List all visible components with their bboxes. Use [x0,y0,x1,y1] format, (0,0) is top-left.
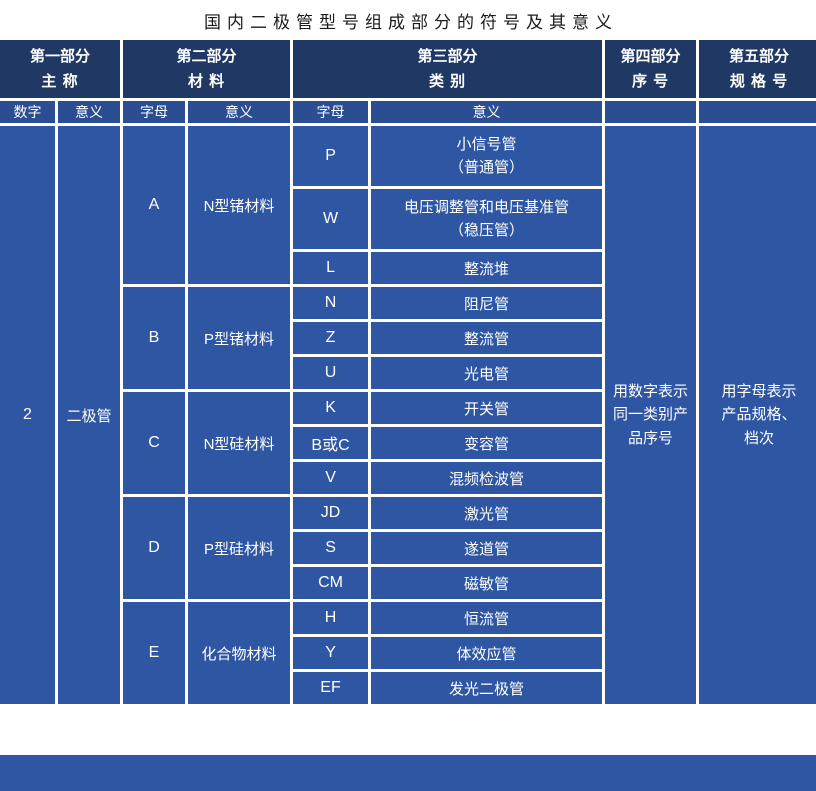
part2-group-header: 第二部分 材 料 [120,40,294,101]
material-letter-cell: E [120,599,189,707]
category-letter-cell: B或C [290,424,372,462]
subheader-number: 数字 [0,98,58,126]
table-row: E 化合物材料 H 恒流管 [0,599,816,707]
category-meaning-cell: 整流堆 [368,249,606,287]
category-letter-cell: S [290,529,372,567]
category-meaning-cell: 体效应管 [368,634,606,672]
part2-title: 第二部分 [176,47,237,65]
part4-subtitle: 序 号 [631,73,670,90]
category-meaning-cell: 开关管 [368,389,606,427]
category-letter-cell: P [290,123,372,189]
part1-title: 第一部分 [30,47,91,65]
material-meaning-cell: P型锗材料 [185,284,294,392]
category-meaning-cell: 发光二极管 [368,669,606,707]
category-meaning-cell: 激光管 [368,494,606,532]
subheader-meaning-3: 意义 [368,98,606,126]
table-row: Z 整流管 [0,319,816,357]
category-letter-cell: H [290,599,372,637]
table-row: C N型硅材料 K 开关管 [0,389,816,497]
part1-subtitle: 主 称 [41,73,79,90]
group-header-row: 第一部分 主 称 第二部分 材 料 第三部分 类 别 第四部分 序 号 第五部分 [0,40,816,101]
material-letter-cell: A [120,123,189,287]
category-meaning-cell: 电压调整管和电压基准管 （稳压管） [368,186,606,252]
subheader-meaning-1: 意义 [54,98,124,126]
table-row: Y 体效应管 [0,634,816,672]
category-letter-cell: V [290,459,372,497]
material-meaning-cell: N型硅材料 [185,389,294,497]
page-title: 国内二极管型号组成部分的符号及其意义 [204,12,618,32]
category-meaning-cell: 小信号管 （普通管） [368,123,606,189]
part5-title: 第五部分 [729,47,790,65]
footer-bar [0,755,816,791]
category-meaning-cell: 混频检波管 [368,459,606,497]
part5-group-header: 第五部分 规 格 号 [696,40,816,101]
category-meaning-cell: 磁敏管 [368,564,606,602]
table-row: D P型硅材料 JD 激光管 [0,494,816,602]
category-letter-cell: K [290,389,372,427]
diode-code-table: 第一部分 主 称 第二部分 材 料 第三部分 类 别 第四部分 序 号 第五部分 [0,40,816,755]
category-letter-cell: CM [290,564,372,602]
part1-meaning-cell: 二极管 [54,123,124,707]
category-meaning-cell: 遂道管 [368,529,606,567]
part4-note-cell: 用数字表示 同一类别产 品序号 [602,123,700,707]
subheader-empty-part5 [696,98,816,126]
part4-title: 第四部分 [620,47,681,65]
part2-subtitle: 材 料 [187,73,226,90]
table-row: 2 二极管 A N型锗材料 P 小信号管 （普通管） 用数字表示 同一类别产 品… [0,123,816,707]
part5-note-cell: 用字母表示 产品规格、 档次 [696,123,816,707]
part3-subtitle: 类 别 [428,73,467,90]
material-meaning-cell: N型锗材料 [185,123,294,287]
material-meaning-cell: 化合物材料 [185,599,294,707]
table-row: CM 磁敏管 [0,564,816,602]
subheader-meaning-2: 意义 [185,98,294,126]
material-letter-cell: C [120,389,189,497]
part1-group-header: 第一部分 主 称 [0,40,124,101]
category-meaning-cell: 变容管 [368,424,606,462]
part3-title: 第三部分 [417,47,478,65]
material-letter-cell: D [120,494,189,602]
table-row: B P型锗材料 N 阻尼管 [0,284,816,392]
category-meaning-cell: 恒流管 [368,599,606,637]
table-row: S 遂道管 [0,529,816,567]
category-letter-cell: Z [290,319,372,357]
table-row: W 电压调整管和电压基准管 （稳压管） [0,186,816,252]
category-letter-cell: U [290,354,372,392]
table-row: B或C 变容管 [0,424,816,462]
table-row: EF 发光二极管 [0,669,816,707]
part3-group-header: 第三部分 类 别 [290,40,606,101]
table-row: U 光电管 [0,354,816,392]
subheader-empty-part4 [602,98,700,126]
subheader-letter-3: 字母 [290,98,372,126]
category-letter-cell: L [290,249,372,287]
table-row: V 混频检波管 [0,459,816,497]
category-letter-cell: Y [290,634,372,672]
material-meaning-cell: P型硅材料 [185,494,294,602]
subheader-letter-2: 字母 [120,98,189,126]
category-letter-cell: N [290,284,372,322]
part4-group-header: 第四部分 序 号 [602,40,700,101]
sub-header-row: 数字 意义 字母 意义 字母 意义 [0,98,816,126]
table-row: L 整流堆 [0,249,816,287]
material-letter-cell: B [120,284,189,392]
category-letter-cell: EF [290,669,372,707]
category-meaning-cell: 整流管 [368,319,606,357]
part1-number-cell: 2 [0,123,58,707]
part5-subtitle: 规 格 号 [729,73,789,90]
category-meaning-cell: 光电管 [368,354,606,392]
category-letter-cell: JD [290,494,372,532]
category-meaning-cell: 阻尼管 [368,284,606,322]
category-letter-cell: W [290,186,372,252]
